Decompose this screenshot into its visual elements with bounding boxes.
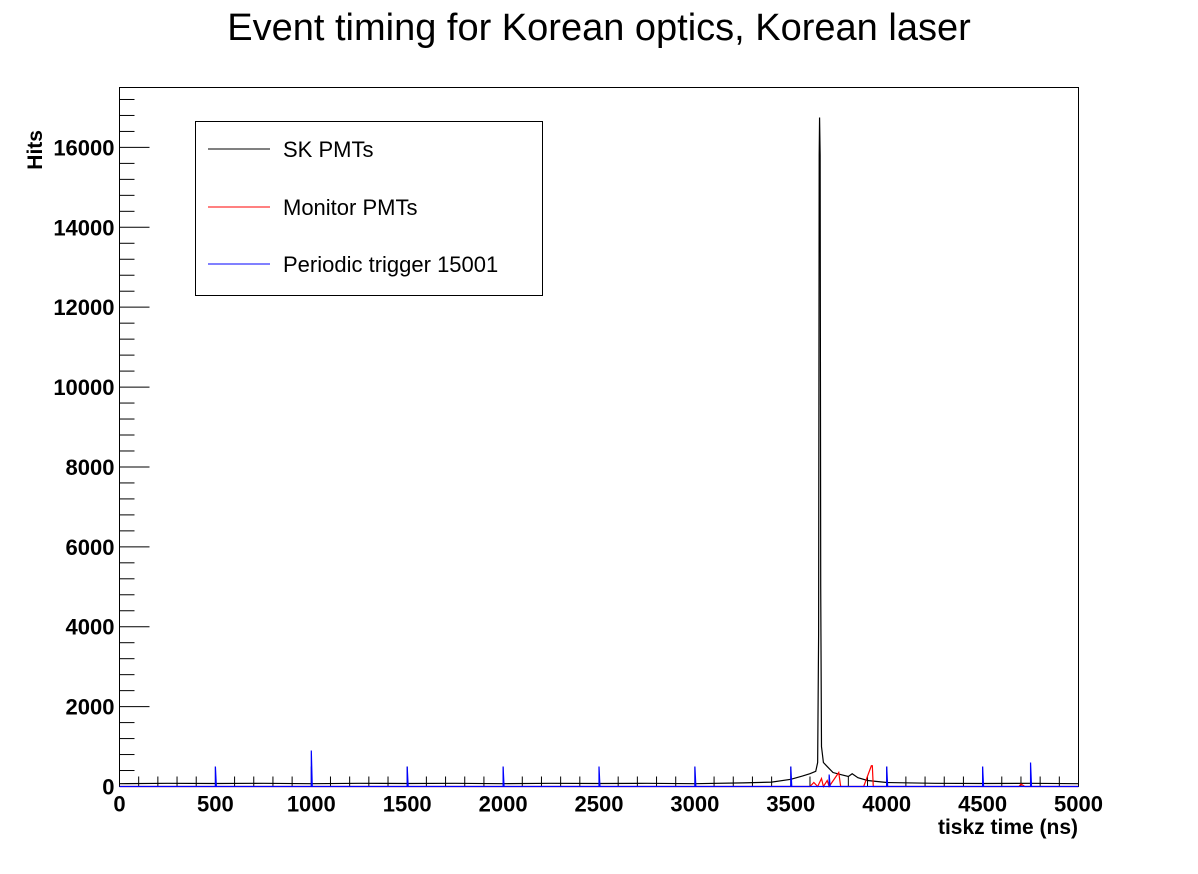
x-tick-label: 3000 bbox=[670, 792, 719, 817]
y-tick-label: 16000 bbox=[53, 135, 114, 160]
x-axis-label: tiskz time (ns) bbox=[938, 816, 1078, 839]
y-tick-label: 12000 bbox=[53, 295, 114, 320]
x-axis: 0 500 1000 1500 2000 2500 3000 3500 4000 4500 5000 bbox=[113, 766, 1103, 817]
y-tick-label: 8000 bbox=[66, 455, 115, 480]
legend: SK PMTs Monitor PMTs Periodic trigger 15… bbox=[195, 121, 543, 296]
y-axis-label: Hits bbox=[24, 130, 47, 170]
y-tick-label: 10000 bbox=[53, 375, 114, 400]
legend-label-monitor-pmts: Monitor PMTs bbox=[283, 195, 417, 220]
x-tick-label: 2500 bbox=[575, 792, 624, 817]
y-tick-label: 2000 bbox=[66, 695, 115, 720]
x-tick-label: 3500 bbox=[766, 792, 815, 817]
series-layer bbox=[119, 117, 1079, 789]
x-tick-label: 2000 bbox=[479, 792, 528, 817]
x-tick-label: 1500 bbox=[383, 792, 432, 817]
legend-box bbox=[195, 121, 543, 296]
chart-title: Event timing for Korean optics, Korean l… bbox=[227, 7, 971, 49]
x-tick-label: 4000 bbox=[862, 792, 911, 817]
legend-label-sk-pmts: SK PMTs bbox=[283, 137, 373, 162]
y-tick-label: 6000 bbox=[66, 535, 115, 560]
series-line-0 bbox=[119, 117, 1079, 785]
legend-label-periodic-trigger: Periodic trigger 15001 bbox=[283, 252, 498, 277]
y-axis: 0 2000 4000 6000 8000 10000 12000 14000 16000 bbox=[53, 98, 150, 800]
y-tick-label: 4000 bbox=[66, 615, 115, 640]
x-tick-label: 500 bbox=[197, 792, 234, 817]
x-tick-label: 5000 bbox=[1054, 792, 1103, 817]
series-line-2 bbox=[119, 750, 1079, 788]
x-tick-label: 0 bbox=[113, 792, 125, 817]
x-tick-label: 1000 bbox=[287, 792, 336, 817]
y-tick-label: 14000 bbox=[53, 215, 114, 240]
x-tick-label: 4500 bbox=[958, 792, 1007, 817]
y-tick-label: 0 bbox=[102, 775, 114, 800]
